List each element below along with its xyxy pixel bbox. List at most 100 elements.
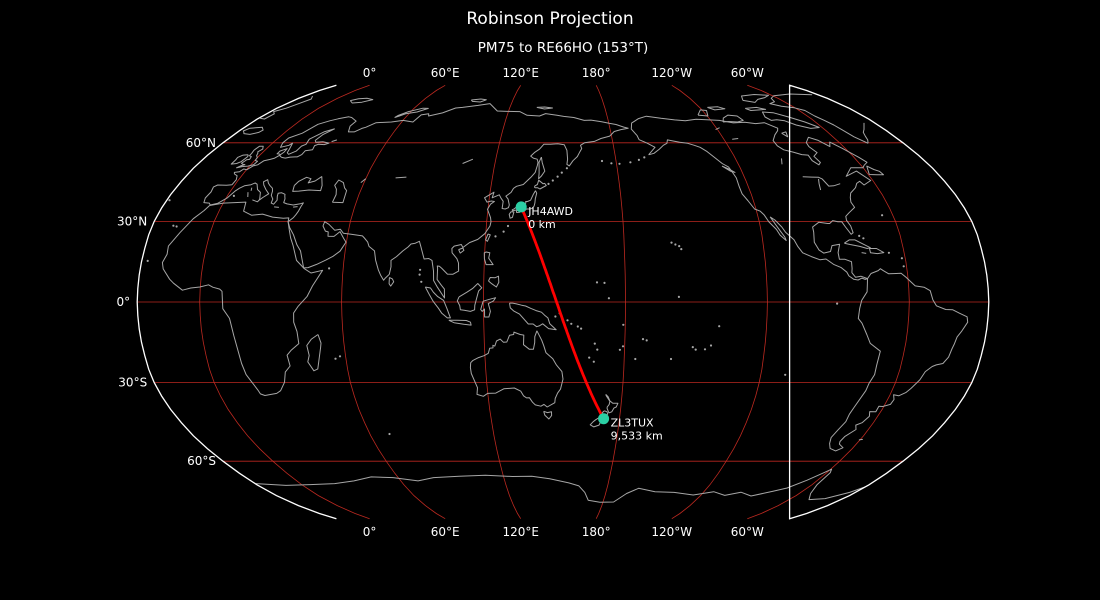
islet-dot (146, 259, 149, 262)
islet-dot (556, 175, 559, 178)
islet-dot (637, 158, 641, 161)
islet-dot (900, 257, 904, 260)
islet-dot (334, 357, 337, 360)
coastline-path (161, 201, 324, 396)
coastline-path (761, 111, 820, 129)
meridian-line (747, 84, 910, 520)
coastline-path (722, 114, 744, 123)
islet-dot (670, 241, 673, 244)
coastline-path (331, 179, 348, 204)
islet-dot (634, 357, 637, 361)
coastline-path (844, 239, 871, 249)
islet-dot (506, 224, 510, 228)
islet-dot (175, 225, 178, 228)
islet-dot (622, 323, 625, 326)
coastline-path (349, 97, 374, 104)
coastline-path (511, 190, 538, 213)
coastline-path (255, 468, 866, 503)
islet-dot (645, 339, 648, 342)
islet-dot (643, 156, 646, 159)
coastline-path (543, 410, 553, 420)
meridian-line (671, 84, 768, 520)
coastline-path (721, 165, 736, 173)
coastline-path (630, 115, 872, 281)
islet-dot (862, 237, 865, 240)
lon-tick-label: 60°W (731, 66, 764, 80)
coastline-path (534, 179, 547, 190)
coastline-path (741, 94, 769, 103)
coastline-path (306, 334, 322, 372)
islet-dot (677, 295, 681, 298)
coastline-path (250, 187, 253, 191)
islet-dot (560, 171, 563, 174)
islet-dot (603, 281, 606, 284)
coastline-path (818, 178, 822, 191)
islet-dot (338, 355, 342, 358)
lon-tick-label: 0° (363, 525, 377, 539)
islet-dot (858, 234, 861, 237)
coastline-path (260, 93, 869, 144)
islet-dot (607, 297, 611, 300)
map-border (136, 84, 990, 520)
station-marker (515, 201, 527, 213)
coastline-path (715, 127, 720, 131)
coastline-path (293, 206, 298, 208)
lon-tick-label: 0° (363, 66, 377, 80)
islet-dot (887, 251, 891, 254)
islet-dot (680, 248, 683, 251)
islet-dot (618, 162, 621, 165)
lon-tick-label: 120°W (651, 525, 692, 539)
coastline-path (488, 275, 500, 288)
lon-tick-label: 180° (582, 66, 611, 80)
lon-tick-label: 120°E (502, 66, 539, 80)
coastline-path (448, 319, 472, 326)
coastline-path (395, 176, 407, 179)
islet-dot (547, 182, 550, 185)
coastline-path (605, 394, 619, 414)
coastline-path (456, 283, 483, 312)
coastline-path (707, 106, 726, 111)
coastline-path (458, 247, 465, 254)
coastline-path (483, 251, 494, 266)
islet-dot (691, 346, 694, 349)
coastline-path (781, 158, 783, 165)
coastline-path (274, 206, 279, 208)
islet-dot (718, 325, 721, 328)
great-circle-path (519, 205, 605, 421)
islet-dot (570, 322, 573, 325)
islet-dot (388, 432, 391, 436)
coastline-path (394, 107, 429, 118)
islet-dot (328, 267, 331, 270)
islet-dot (593, 342, 596, 345)
coastline-path (485, 233, 491, 242)
callsign-label: JH4AWD (527, 205, 573, 218)
coastline-path (732, 138, 739, 140)
islet-dot (600, 159, 604, 163)
islet-dot (566, 319, 569, 322)
meridian-line (483, 85, 522, 519)
meridian-line (199, 84, 370, 520)
islet-dot (610, 162, 613, 165)
islet-dot (588, 356, 591, 359)
islet-dot (232, 194, 235, 197)
islet-dot (669, 357, 673, 361)
islet-dot (168, 199, 171, 202)
coastline-path (388, 277, 395, 287)
coastline-path (360, 178, 367, 183)
islet-dot (618, 348, 622, 351)
islet-dot (629, 161, 632, 164)
coastline-path (469, 330, 564, 408)
islet-dot (172, 224, 175, 227)
meridian-line (341, 84, 446, 520)
islet-dot (674, 243, 677, 246)
lon-tick-label: 180° (582, 525, 611, 539)
coastline-path (858, 438, 863, 441)
lon-tick-label: 60°E (431, 525, 460, 539)
lat-tick-label: 60°N (186, 136, 216, 150)
islet-dot (621, 345, 625, 348)
coastline-path (331, 139, 338, 143)
coastline-path (745, 106, 767, 111)
lat-tick-label: 30°S (118, 376, 147, 390)
